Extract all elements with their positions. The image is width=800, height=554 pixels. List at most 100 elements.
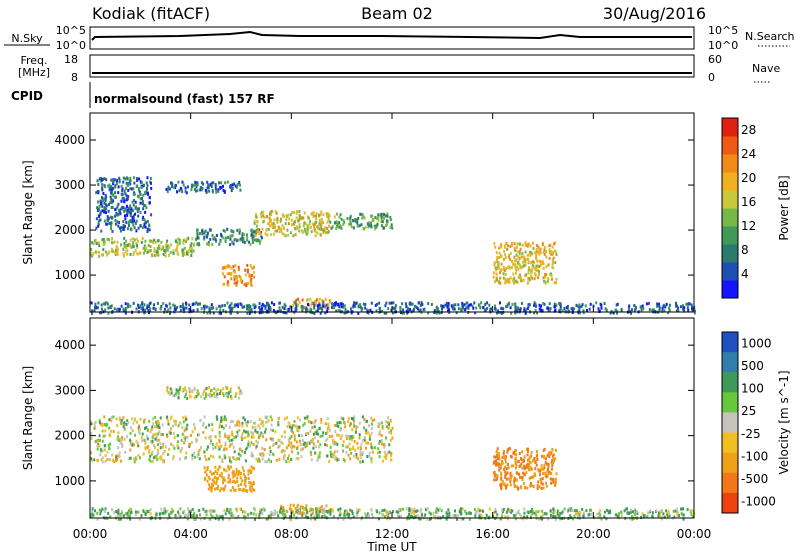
- power-cell: [327, 302, 330, 306]
- velocity-cell: [198, 433, 201, 437]
- power-cell: [162, 252, 165, 256]
- power-cell: [315, 217, 318, 221]
- power-cell: [338, 305, 341, 308]
- power-cell: [235, 303, 238, 307]
- power-cell: [516, 242, 519, 246]
- velocity-cell: [221, 517, 224, 521]
- velocity-cell: [502, 451, 505, 455]
- power-cell: [394, 304, 397, 308]
- power-cell: [512, 278, 514, 282]
- velocity-cell: [101, 424, 104, 428]
- power-cell: [513, 242, 516, 246]
- velocity-cell: [459, 510, 462, 514]
- power-cell: [322, 221, 325, 224]
- power-cell: [126, 248, 129, 252]
- power-cell: [497, 264, 500, 268]
- velocity-cell: [220, 475, 223, 479]
- velocity-cell: [380, 442, 383, 446]
- velocity-cell: [439, 507, 441, 511]
- power-cell: [139, 224, 142, 227]
- velocity-cell: [548, 470, 551, 474]
- velocity-cell: [222, 387, 225, 391]
- velocity-cell: [241, 424, 244, 428]
- velocity-cell: [365, 431, 367, 435]
- velocity-cell: [398, 515, 401, 519]
- velocity-cell: [319, 434, 322, 438]
- power-cell: [577, 305, 580, 309]
- velocity-cell: [121, 510, 123, 514]
- power-cell: [506, 248, 509, 251]
- velocity-cell: [199, 513, 201, 517]
- velocity-cell: [172, 432, 175, 435]
- power-cell: [149, 249, 152, 252]
- power-cell: [335, 226, 338, 230]
- power-cell: [101, 183, 104, 187]
- velocity-cell: [157, 420, 160, 424]
- velocity-cell: [509, 471, 512, 475]
- velocity-cell: [125, 423, 128, 426]
- velocity-cell: [90, 451, 92, 455]
- power-cell: [124, 250, 127, 254]
- colorbar-tick-label: 24: [741, 147, 756, 161]
- power-cell: [219, 308, 222, 312]
- velocity-cell: [293, 436, 296, 440]
- velocity-cell: [599, 513, 602, 517]
- velocity-cell: [279, 510, 281, 514]
- velocity-cell: [278, 444, 281, 448]
- velocity-cell: [495, 459, 498, 463]
- velocity-cell: [202, 431, 205, 434]
- velocity-cell: [575, 511, 577, 515]
- power-cell: [115, 195, 117, 199]
- velocity-cell: [295, 424, 298, 428]
- velocity-cell: [493, 460, 496, 464]
- velocity-cell: [261, 452, 264, 456]
- velocity-cell: [101, 456, 104, 460]
- power-cell: [126, 227, 129, 231]
- velocity-cell: [585, 509, 588, 513]
- power-cell: [492, 271, 495, 275]
- velocity-cell: [96, 447, 99, 451]
- power-cell: [580, 304, 583, 308]
- power-region: [492, 241, 558, 285]
- power-cell: [235, 185, 238, 189]
- power-cell: [226, 301, 229, 305]
- velocity-cell: [244, 477, 247, 481]
- power-cell: [527, 267, 530, 271]
- velocity-cell: [382, 459, 384, 463]
- power-cell: [140, 240, 143, 244]
- power-cell: [127, 220, 130, 224]
- velocity-cell: [156, 425, 158, 429]
- power-cell: [126, 176, 129, 180]
- power-cell: [129, 176, 132, 180]
- power-cell: [682, 304, 684, 308]
- velocity-cell: [551, 464, 554, 467]
- velocity-cell: [160, 457, 163, 461]
- velocity-cell: [126, 435, 129, 439]
- velocity-cell: [309, 450, 312, 454]
- power-cell: [123, 209, 126, 213]
- power-cell: [275, 211, 278, 215]
- power-cell: [212, 181, 215, 185]
- velocity-cell: [283, 449, 286, 453]
- power-cell: [279, 217, 282, 221]
- power-cell: [537, 264, 539, 268]
- power-cell: [314, 220, 317, 224]
- power-cell: [281, 224, 284, 228]
- velocity-cell: [90, 457, 93, 461]
- velocity-cell: [117, 431, 120, 435]
- velocity-cell: [355, 453, 358, 456]
- power-cell: [116, 220, 119, 224]
- velocity-cell: [90, 436, 93, 440]
- power-cell: [541, 243, 544, 247]
- velocity-cell: [154, 455, 157, 459]
- velocity-cell: [115, 417, 118, 421]
- power-cell: [226, 283, 229, 287]
- power-cell: [384, 304, 387, 308]
- velocity-cell: [253, 421, 256, 425]
- power-cell: [225, 265, 228, 269]
- velocity-cell: [288, 507, 291, 511]
- velocity-cell: [191, 453, 194, 457]
- power-cell: [125, 239, 128, 243]
- velocity-cell: [179, 507, 182, 511]
- velocity-cell: [151, 459, 154, 463]
